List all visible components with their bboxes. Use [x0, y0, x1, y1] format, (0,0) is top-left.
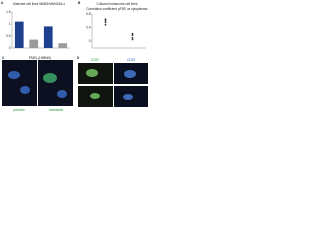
cell [90, 93, 100, 99]
panel-letter: C [2, 56, 5, 60]
cell [43, 73, 57, 83]
cell [57, 90, 67, 98]
bar [29, 39, 39, 48]
chart-title: Cultured melanoma cell lines [97, 2, 138, 6]
y-tick-label: 1 [9, 22, 11, 26]
page: C PMEL (HMB45) primitive metastatic D CD… [0, 0, 320, 113]
stain-label: PMEL (HMB45) [29, 56, 51, 60]
chart-subtitle: Correlation coefficient pPDE vs cytoplas… [86, 7, 148, 11]
panel-letter: A [1, 1, 4, 5]
cell [86, 69, 98, 77]
bar [58, 43, 68, 48]
marker-label: CD37 [91, 58, 99, 62]
point [131, 36, 134, 39]
y-tick-label: 0 [89, 39, 91, 43]
image-label: metastatic [49, 108, 64, 112]
figure: C PMEL (HMB45) primitive metastatic D CD… [1, 1, 148, 112]
micrograph [38, 60, 73, 106]
point [104, 23, 107, 26]
micrograph [2, 60, 37, 106]
point [104, 21, 107, 24]
point [131, 34, 134, 36]
y-tick-label: 1.5 [6, 10, 11, 14]
y-tick-label: 0.8 [86, 12, 91, 16]
y-tick-label: 0 [9, 46, 11, 50]
cell [124, 70, 136, 78]
y-tick-label: 0.4 [86, 25, 91, 29]
cell [8, 71, 20, 79]
point [131, 32, 134, 35]
panel-letter: B [78, 1, 81, 5]
cell [123, 94, 133, 100]
panel-letter: D [77, 56, 80, 60]
chart-title: Matched cell lines WM51/WM4264-4 [13, 2, 65, 6]
bar [14, 21, 24, 48]
bar [43, 26, 53, 48]
cell [20, 86, 30, 94]
point [104, 19, 107, 22]
point [131, 38, 134, 41]
image-label: primitive [13, 108, 25, 112]
marker-label: CD29 [127, 58, 135, 62]
y-tick-label: 0.5 [6, 34, 11, 38]
point [104, 18, 107, 20]
